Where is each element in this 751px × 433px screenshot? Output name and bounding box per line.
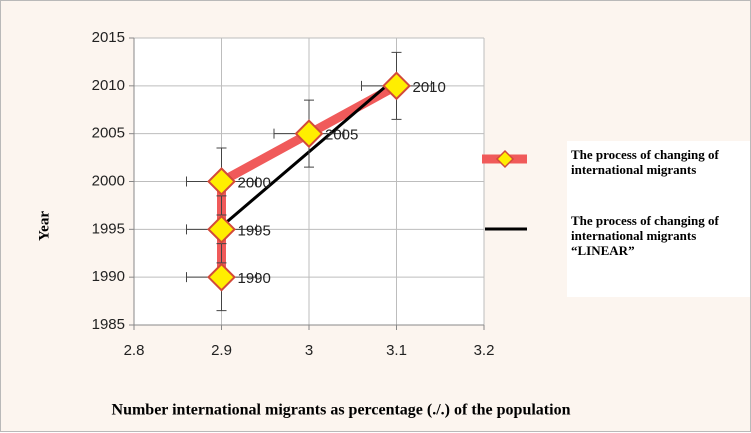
data-label: 2010 bbox=[413, 79, 446, 96]
x-tick-label: 2.8 bbox=[124, 342, 145, 359]
data-label: 2005 bbox=[325, 127, 358, 144]
x-axis-title: Number international migrants as percent… bbox=[112, 402, 571, 419]
marker bbox=[207, 167, 236, 196]
legend-key bbox=[495, 149, 515, 169]
y-tick-label: 2005 bbox=[92, 125, 125, 142]
y-axis-title: Year bbox=[36, 211, 52, 241]
data-label: 2000 bbox=[238, 174, 271, 191]
y-tick-label: 2010 bbox=[92, 77, 125, 94]
y-tick-label: 2000 bbox=[92, 172, 125, 189]
marker bbox=[207, 262, 236, 292]
data-label: 1990 bbox=[238, 270, 271, 287]
marker bbox=[207, 214, 236, 244]
y-tick-label: 1995 bbox=[92, 220, 125, 237]
x-tick-label: 3.2 bbox=[474, 342, 495, 359]
y-tick-label: 1985 bbox=[92, 316, 125, 333]
y-tick-label: 2015 bbox=[92, 29, 125, 46]
marker bbox=[382, 71, 411, 101]
legend-label: The process of changing of international… bbox=[571, 213, 719, 258]
x-tick-label: 2.9 bbox=[211, 342, 232, 359]
x-tick-label: 3.1 bbox=[386, 342, 407, 359]
y-tick-label: 1990 bbox=[92, 268, 125, 285]
x-tick-label: 3 bbox=[305, 342, 313, 359]
legend-keys bbox=[482, 149, 527, 231]
legend-label: The process of changing of international… bbox=[571, 147, 719, 177]
data-label: 1995 bbox=[238, 222, 271, 239]
legend: The process of changing of international… bbox=[482, 141, 750, 297]
marker bbox=[294, 119, 324, 149]
